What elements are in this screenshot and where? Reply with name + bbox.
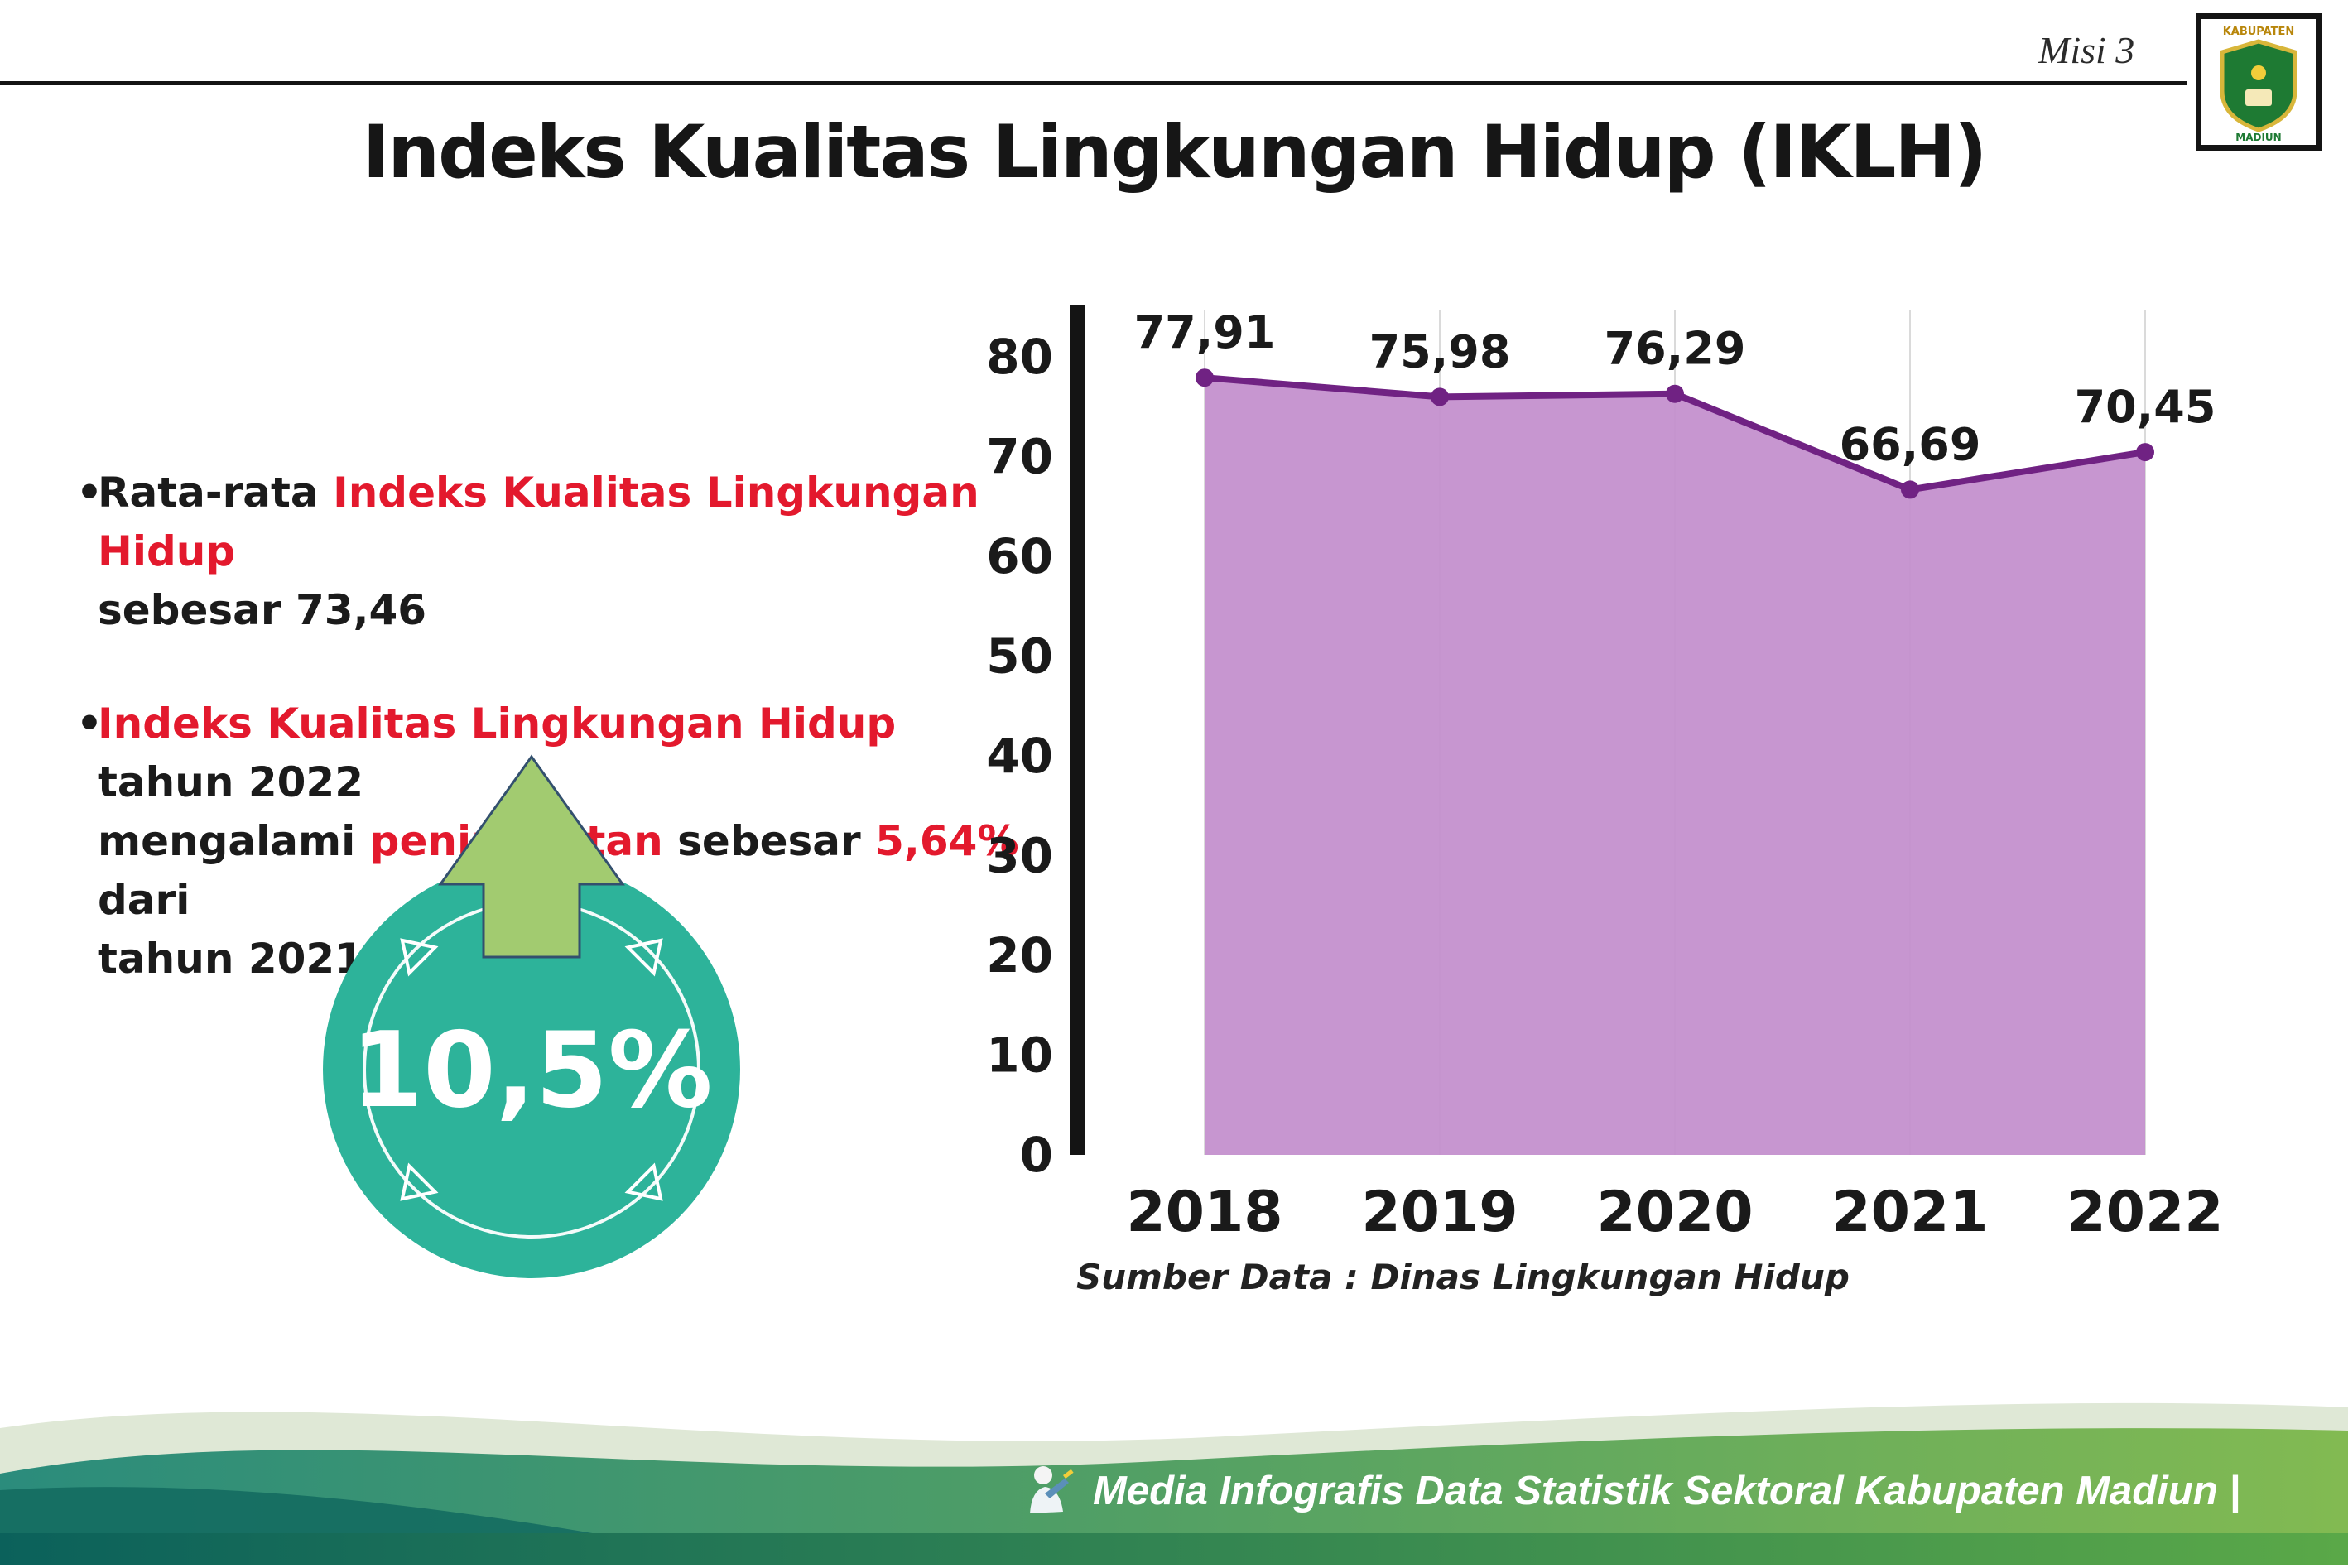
shield-star (2251, 65, 2266, 80)
value-label: 66,69 (1840, 418, 1981, 470)
area-series (1205, 378, 2145, 1155)
x-tick-label: 2020 (1596, 1180, 1753, 1245)
y-tick-label: 50 (986, 628, 1053, 685)
bullet-1-line-2: sebesar 73,46 (98, 586, 427, 634)
ring-triangle-ne (624, 938, 663, 977)
footer-credit-text: Media Infografis Data Statistik Sektoral… (1093, 1469, 2240, 1513)
footer-wave-main (0, 1428, 2348, 1565)
bullet-1-text: Rata-rata (98, 469, 334, 517)
iklh-area-chart: 0 10 20 30 40 50 60 70 80 77,91 75,98 76,29 66,69 70,… (977, 290, 2348, 1366)
y-tick-label: 20 (986, 927, 1053, 984)
key-points: • Rata-rata Indeks Kualitas Lingkungan H… (76, 464, 1020, 988)
y-tick-label: 40 (986, 728, 1053, 784)
bullet-2-text-3: sebesar (662, 817, 876, 865)
x-tick-label: 2021 (1831, 1180, 1988, 1245)
bullet-1-highlight: Indeks Kualitas Lingkungan Hidup (98, 469, 979, 575)
y-tick-label: 0 (1020, 1127, 1053, 1183)
y-axis-bar (1070, 305, 1085, 1155)
y-tick-label: 30 (986, 828, 1053, 884)
bullet-2-line-1: Indeks Kualitas Lingkungan Hidup tahun 2… (98, 695, 1020, 812)
footer-bottom-strip (0, 1533, 2348, 1565)
increase-badge-graphic: 10,5% (323, 754, 740, 1278)
crest-icon: KABUPATEN MADIUN (2220, 26, 2297, 142)
shield-detail (2245, 89, 2272, 106)
y-tick-label: 80 (986, 329, 1053, 385)
value-label: 75,98 (1369, 325, 1511, 378)
value-label: 77,91 (1134, 306, 1276, 358)
x-tick-label: 2019 (1361, 1180, 1518, 1245)
bullet-2-text-1: tahun 2022 (98, 758, 363, 806)
increase-badge: 10,5% (315, 745, 748, 1291)
bullet-2-line-3: tahun 2021 (98, 935, 363, 983)
logo-bottom-text: MADIUN (2235, 132, 2281, 142)
shield-shape (2220, 39, 2297, 132)
bullet-average-iklh: • Rata-rata Indeks Kualitas Lingkungan H… (76, 464, 1020, 640)
ring-triangle-se (624, 1162, 663, 1201)
up-arrow-icon (438, 754, 625, 959)
footer-credit: Media Infografis Data Statistik Sektoral… (1017, 1460, 2240, 1522)
badge-value: 10,5% (350, 1009, 712, 1131)
x-tick-label: 2018 (1126, 1180, 1282, 1245)
data-point (1431, 387, 1449, 406)
value-label: 70,45 (2075, 381, 2216, 433)
bullet-marker: • (76, 700, 103, 748)
bullet-2-text-2: mengalami (98, 817, 370, 865)
badge-circle (323, 861, 740, 1278)
x-tick-label: 2022 (2067, 1180, 2223, 1245)
data-point (2136, 443, 2154, 462)
footer-wave-band (0, 1349, 2348, 1565)
data-point (1666, 384, 1684, 403)
header-divider-line (0, 81, 2187, 85)
kabupaten-madiun-logo: KABUPATEN MADIUN (2196, 13, 2322, 151)
data-point (1901, 480, 1919, 499)
ring-triangle-nw (400, 938, 439, 977)
bullet-2-highlight-1: Indeks Kualitas Lingkungan Hidup (98, 700, 897, 748)
bullet-1-line-1: Rata-rata Indeks Kualitas Lingkungan Hid… (98, 464, 1020, 581)
footer-wave-graphic (0, 1402, 2348, 1565)
ring-triangle-sw (400, 1162, 439, 1201)
bullet-marker: • (76, 469, 103, 517)
writer-icon (1030, 1466, 1074, 1513)
misi-label: Misi 3 (2038, 29, 2135, 71)
y-tick-label: 10 (986, 1027, 1053, 1084)
y-tick-label: 70 (986, 429, 1053, 485)
bullet-2-line-2: mengalami peningkatan sebesar 5,64% dari (98, 812, 1020, 930)
iklh-area-chart-svg: 0 10 20 30 40 50 60 70 80 77,91 75,98 76,29 66,69 70,… (986, 305, 2224, 1245)
y-tick-label: 60 (986, 528, 1053, 584)
bullet-2-text-4: dari (98, 876, 190, 924)
bullet-iklh-increase: • Indeks Kualitas Lingkungan Hidup tahun… (76, 695, 1020, 988)
page-title: Indeks Kualitas Lingkungan Hidup (IKLH) (362, 109, 1988, 195)
data-source-note: Sumber Data : Dinas Lingkungan Hidup (1076, 1257, 1850, 1297)
data-point (1196, 368, 1214, 387)
logo-top-text: KABUPATEN (2223, 26, 2295, 38)
bullet-2-highlight-3: 5,64% (875, 817, 1019, 865)
value-label: 76,29 (1605, 323, 1746, 375)
